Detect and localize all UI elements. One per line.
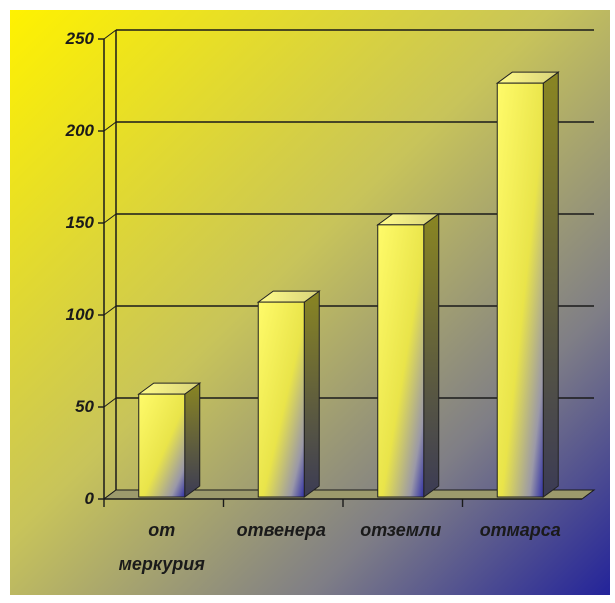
bars [137, 71, 560, 498]
x-category-label: отмарса [480, 520, 561, 540]
gridline-connector [103, 29, 117, 40]
y-tick-label: 200 [65, 121, 95, 140]
x-category-label-line: меркурия [119, 554, 206, 574]
gridline-connector [103, 397, 117, 408]
bar-front-face [377, 224, 425, 498]
x-category-label-line: отземли [360, 520, 441, 540]
y-tick-label: 50 [75, 397, 94, 416]
bar-front-face [138, 393, 186, 498]
y-axis-tick-labels: 0 50 100 150 200 250 [65, 29, 104, 508]
x-category-label: отземли [360, 520, 441, 540]
bar-side-face [542, 71, 559, 498]
x-axis-category-labels: от меркурия отвенера отземли отмарса [103, 499, 561, 574]
y-tick-label: 250 [65, 29, 95, 48]
x-category-label: от меркурия [119, 520, 206, 574]
bar-side-face [184, 382, 201, 498]
x-category-label-line: отвенера [237, 520, 326, 540]
axes [102, 30, 596, 500]
bar-front-face [257, 301, 305, 498]
bar-side-face [303, 290, 320, 498]
bar [376, 212, 441, 498]
bar-front-face [496, 82, 544, 498]
y-tick-label: 0 [85, 489, 95, 508]
bar [256, 290, 321, 498]
bar [137, 382, 202, 498]
gridline-connector [103, 305, 117, 316]
gridline-connector [103, 121, 117, 132]
y-tick-label: 150 [66, 213, 95, 232]
bar [495, 71, 560, 498]
x-category-label-line: от [148, 520, 175, 540]
y-tick-label: 100 [66, 305, 95, 324]
bar-side-face [423, 212, 440, 498]
x-category-label-line: отмарса [480, 520, 561, 540]
x-category-label: отвенера [237, 520, 326, 540]
gridline-connector [103, 213, 117, 224]
